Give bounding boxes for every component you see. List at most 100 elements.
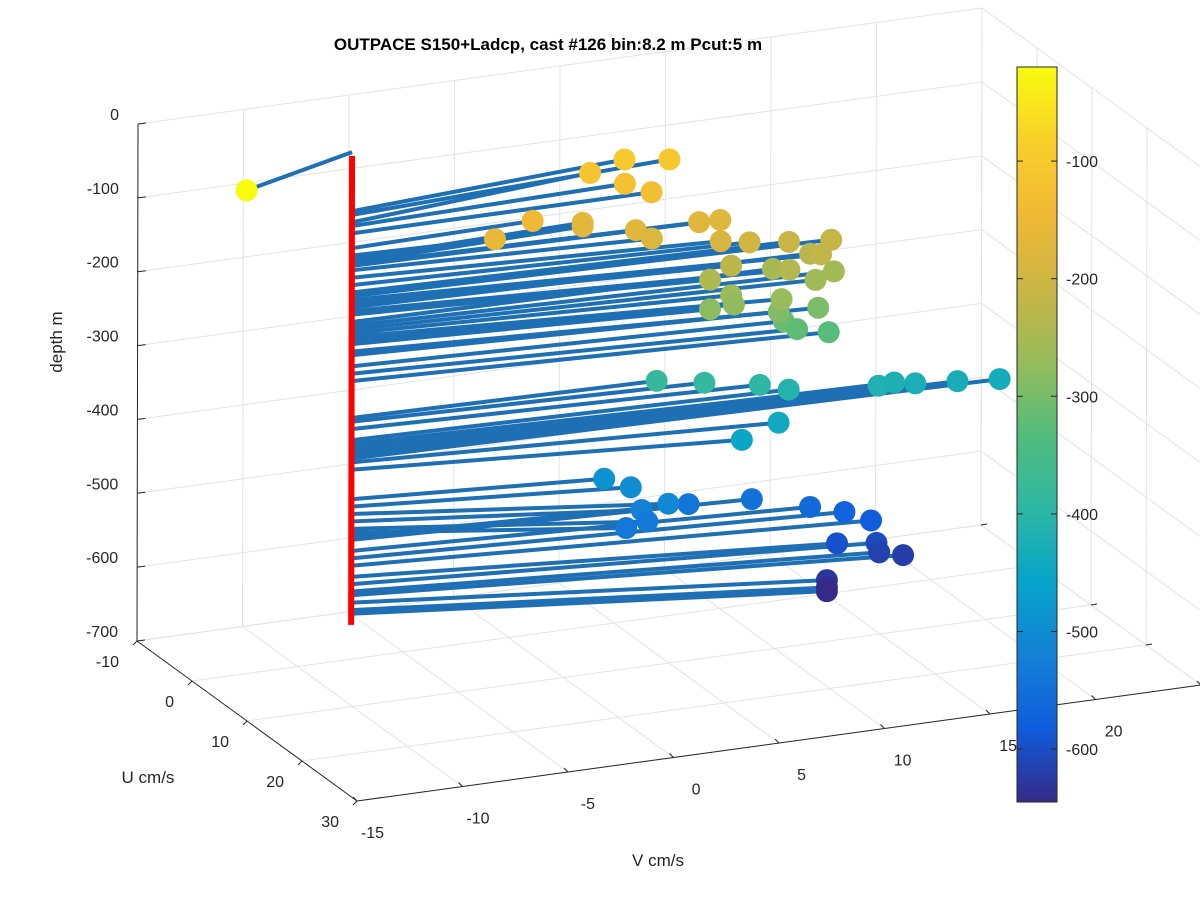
stem-line [351, 157, 625, 214]
stem-line [351, 293, 732, 336]
stem-line [351, 240, 750, 288]
data-points [235, 148, 1011, 603]
data-point [946, 370, 969, 393]
x-tick-label: -15 [361, 825, 384, 842]
tick-labels: 0-100-200-300-400-500-600-700-100102030-… [86, 107, 1123, 842]
x-tick-label: 5 [797, 767, 806, 784]
stem-line [351, 305, 819, 358]
data-point [740, 488, 763, 511]
colorbar-gradient [1016, 66, 1058, 803]
stem-line [351, 541, 838, 579]
z-tick [137, 491, 146, 494]
stem-line [351, 550, 880, 594]
y-tick [187, 680, 193, 686]
colorbar-tick-label: -200 [1066, 272, 1098, 289]
y-tick-label: 10 [211, 734, 229, 751]
data-point [804, 268, 827, 291]
data-point [904, 372, 927, 395]
data-point [720, 254, 743, 277]
data-point [892, 544, 915, 567]
x-axis-label: V cm/s [632, 851, 684, 870]
z-tick-label: -200 [87, 255, 119, 272]
stem-line [351, 540, 877, 587]
reference-line-group [348, 155, 356, 625]
data-point [826, 532, 849, 555]
data-point [571, 215, 594, 238]
data-point [770, 288, 793, 311]
reference-line [348, 155, 356, 625]
data-point [883, 371, 906, 394]
grid-lines [136, 7, 1200, 802]
colorbar-tick-label: -300 [1066, 389, 1098, 406]
x-tick-label: 0 [692, 782, 701, 799]
data-point [640, 181, 663, 204]
grid-line [301, 644, 1147, 762]
data-point [777, 378, 800, 401]
grid-line [1145, 127, 1148, 646]
data-point [761, 257, 784, 280]
data-point [799, 495, 822, 518]
z-tick [136, 639, 146, 642]
y-tick-label: -10 [96, 654, 119, 671]
stem-line [351, 518, 872, 568]
data-point [699, 268, 722, 291]
grid-line [347, 94, 350, 613]
y-tick [1145, 643, 1153, 646]
data-point [613, 148, 636, 171]
stem-line [351, 553, 904, 598]
z-tick-label: -300 [87, 329, 119, 346]
data-point [658, 148, 681, 171]
z-tick-label: -700 [86, 624, 118, 641]
x-tick-label: -5 [581, 796, 595, 813]
stem-line [351, 378, 657, 421]
data-point [636, 510, 659, 533]
stem-line [351, 501, 669, 517]
y-tick [1090, 603, 1098, 606]
data-point [235, 179, 258, 202]
stem-line [351, 181, 626, 228]
y-tick-label: 0 [165, 694, 174, 711]
y-tick [132, 640, 138, 646]
y-axis-label: U cm/s [122, 768, 175, 787]
stem-line [351, 381, 916, 454]
grid-line [981, 7, 1200, 168]
y-tick [297, 760, 303, 766]
stem-line [351, 589, 827, 616]
z-tick-label: -500 [86, 476, 118, 493]
data-point [817, 321, 840, 344]
data-point [738, 231, 761, 254]
stem-line [245, 150, 353, 193]
data-point [860, 509, 883, 532]
stem-line [351, 379, 958, 457]
data-point [521, 209, 544, 232]
stem-line [351, 420, 779, 465]
stem-line [351, 327, 798, 376]
stem-line [351, 239, 721, 280]
y-tick [352, 800, 358, 806]
stem-line [351, 476, 605, 502]
stem-line [351, 302, 735, 343]
data-point [815, 580, 838, 603]
data-point [615, 517, 638, 540]
x-tick [1091, 695, 1096, 700]
x-tick [880, 724, 885, 729]
z-axis-line [136, 123, 139, 642]
x-tick [1196, 680, 1200, 685]
data-point [693, 371, 716, 394]
stem-line [351, 218, 721, 268]
colorbar-tick-label: -600 [1066, 742, 1098, 759]
chart-title: OUTPACE S150+Ladcp, cast #126 bin:8.2 m … [334, 35, 762, 54]
stem-line [351, 269, 835, 328]
stem-line [351, 578, 827, 605]
z-tick-label: -600 [86, 550, 118, 567]
stem-line [351, 387, 789, 443]
data-point [807, 296, 830, 319]
grid-line [137, 155, 982, 273]
grid-line [191, 564, 1037, 682]
grid-line [137, 229, 982, 347]
y-tick [242, 720, 248, 726]
z-tick [137, 344, 146, 347]
data-point [688, 211, 711, 234]
stem-line [351, 224, 583, 265]
